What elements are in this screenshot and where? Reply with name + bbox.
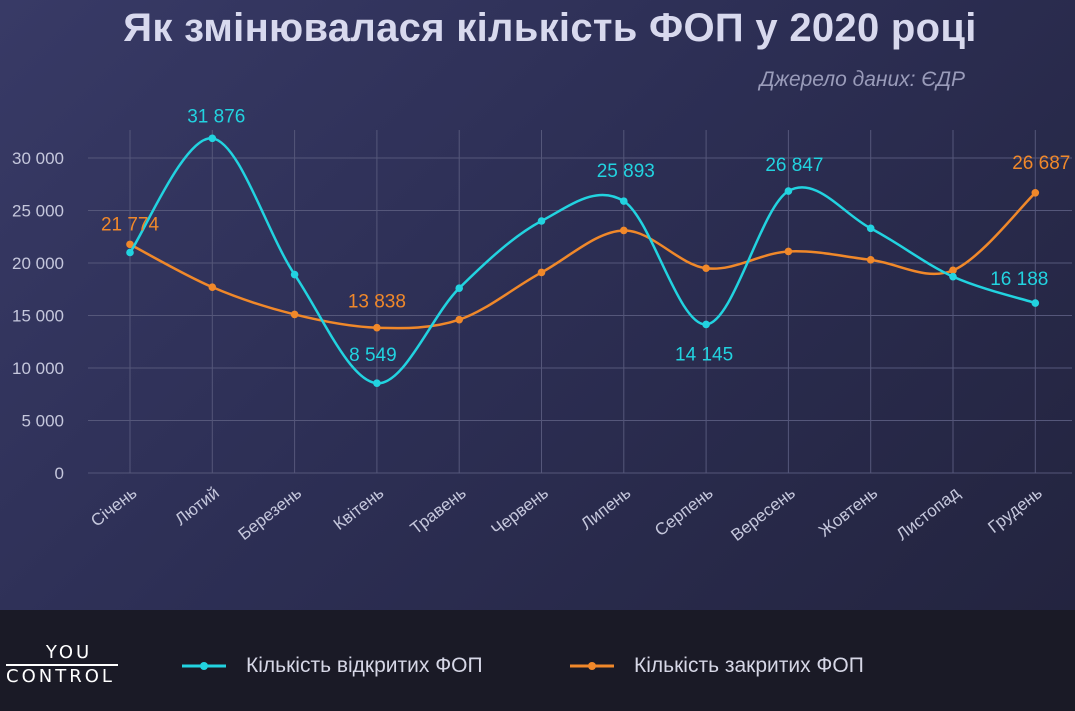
data-point-opened xyxy=(537,217,546,225)
data-point-closed xyxy=(208,283,217,291)
x-tick-label: Листопад xyxy=(893,483,964,544)
y-tick-label: 5 000 xyxy=(21,412,64,431)
x-tick-label: Жовтень xyxy=(815,483,881,540)
x-tick-label: Січень xyxy=(87,483,140,530)
x-tick-label: Травень xyxy=(407,483,470,538)
chart-panel xyxy=(0,0,1075,610)
x-tick-label: Лютий xyxy=(171,483,222,529)
data-point-closed xyxy=(537,268,546,277)
logo-text-bottom: CONTROL xyxy=(6,666,115,687)
youcontrol-logo: YOU CONTROL xyxy=(6,644,118,686)
data-label-opened: 8 549 xyxy=(349,345,397,366)
x-tick-label: Серпень xyxy=(651,483,716,540)
data-point-closed xyxy=(1031,188,1040,197)
legend-swatch-closed xyxy=(570,662,614,670)
series-line-closed xyxy=(129,191,1037,330)
x-tick-label: Липень xyxy=(577,483,634,533)
data-point-opened xyxy=(290,270,299,279)
legend-item-opened: Кількість відкритих ФОП xyxy=(182,652,483,680)
chart-title: Як змінювалася кількість ФОП у 2020 році xyxy=(123,6,977,50)
data-point-closed xyxy=(866,256,875,264)
data-point-closed xyxy=(949,266,957,275)
data-label-closed: 21 774 xyxy=(101,214,160,235)
x-tick-label: Вересень xyxy=(727,483,799,545)
footer-bar xyxy=(0,610,1075,711)
data-label-opened: 16 188 xyxy=(990,269,1048,290)
data-label-closed: 26 687 xyxy=(1012,153,1070,174)
series-line-opened xyxy=(128,137,1036,385)
data-point-opened xyxy=(702,320,710,329)
y-tick-label: 0 xyxy=(55,464,64,483)
data-point-closed xyxy=(126,240,134,249)
data-point-closed xyxy=(455,315,464,324)
data-point-closed xyxy=(373,323,381,332)
legend-item-closed: Кількість закритих ФОП xyxy=(570,652,864,680)
legend-label-opened: Кількість відкритих ФОП xyxy=(246,654,483,677)
x-tick-label: Березень xyxy=(235,483,305,544)
legend-swatch-opened xyxy=(182,662,226,670)
data-point-closed xyxy=(702,264,710,273)
data-label-opened: 31 876 xyxy=(187,106,245,127)
data-point-opened xyxy=(949,272,957,281)
y-tick-label: 20 000 xyxy=(12,254,64,273)
line-chart: 0 5 000 10 000 15 000 20 000 25 000 30 000 Січе… xyxy=(12,106,1072,545)
data-label-opened: 26 847 xyxy=(765,155,823,176)
data-label-opened: 14 145 xyxy=(675,344,733,365)
data-point-closed xyxy=(620,226,628,235)
data-point-opened xyxy=(784,187,793,195)
x-tick-label: Квітень xyxy=(330,483,388,534)
data-point-opened xyxy=(208,134,217,143)
data-point-opened xyxy=(126,248,134,257)
data-point-opened xyxy=(620,197,628,205)
data-label-opened: 25 893 xyxy=(597,161,655,182)
data-point-closed xyxy=(784,247,793,256)
x-tick-label: Грудень xyxy=(984,483,1046,537)
data-point-opened xyxy=(866,224,875,233)
data-point-opened xyxy=(455,284,464,293)
legend-label-closed: Кількість закритих ФОП xyxy=(634,654,864,677)
y-tick-label: 15 000 xyxy=(12,307,64,326)
data-source-note: Джерело даних: ЄДР xyxy=(759,68,965,91)
data-point-opened xyxy=(1031,299,1040,307)
logo-text-top: YOU xyxy=(45,642,93,663)
data-point-closed xyxy=(290,310,299,319)
y-tick-label: 25 000 xyxy=(12,202,64,221)
x-tick-label: Червень xyxy=(488,483,552,539)
y-tick-label: 10 000 xyxy=(12,359,64,378)
data-label-closed: 13 838 xyxy=(348,292,406,313)
y-tick-label: 30 000 xyxy=(12,149,64,168)
data-point-opened xyxy=(373,379,381,388)
logo-divider xyxy=(6,664,118,666)
